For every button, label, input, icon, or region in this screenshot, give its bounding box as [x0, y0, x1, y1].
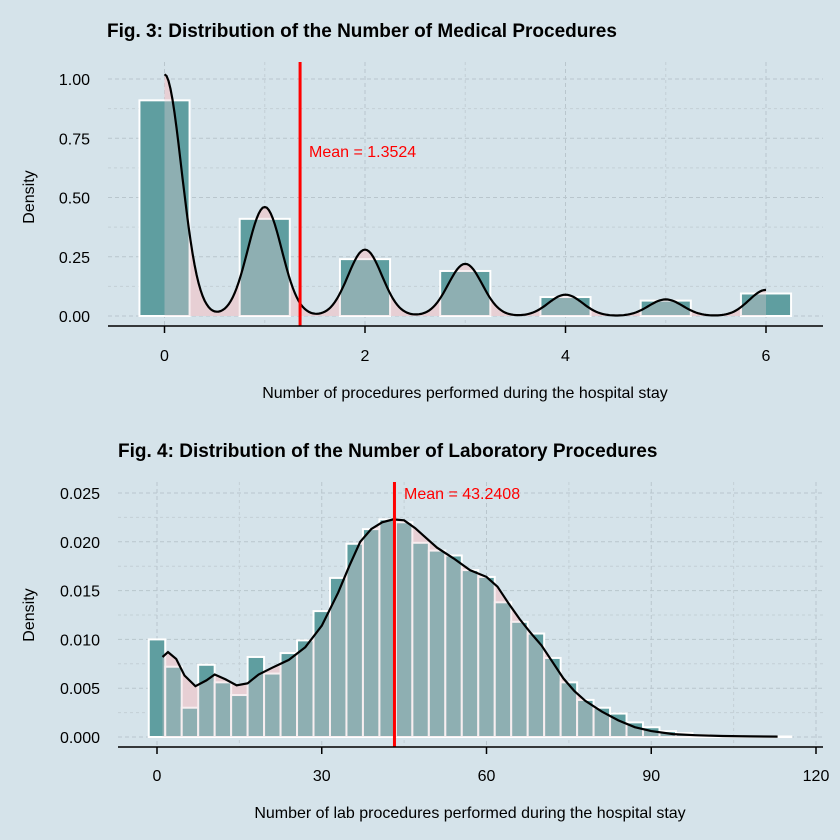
density-curve [163, 73, 767, 317]
histogram-bar [138, 99, 191, 317]
x-tick-label: 60 [478, 768, 496, 785]
mean-label: Mean = 1.3524 [309, 144, 416, 161]
histogram-bar [338, 258, 392, 317]
histogram-bar [238, 217, 291, 317]
histogram-bar [439, 269, 492, 317]
y-tick-label: 0.000 [60, 730, 100, 747]
y-tick-label: 0.50 [59, 191, 90, 208]
x-tick-label: 4 [561, 348, 570, 365]
y-tick-label: 0.020 [60, 535, 100, 552]
y-tick-label: 0.00 [59, 309, 90, 326]
y-tick-label: 0.25 [59, 250, 90, 267]
medical-procedures-chart: Fig. 3: Distribution of the Number of Me… [21, 21, 823, 402]
histogram-bar [739, 292, 793, 317]
y-tick-label: 0.75 [59, 131, 90, 148]
x-tick-label: 2 [361, 348, 370, 365]
axes: 0 30 60 90 120 0.000 0.005 0.010 0.015 0.020 0.025 [60, 486, 829, 785]
x-tick-label: 90 [642, 768, 660, 785]
y-tick-label: 0.010 [60, 632, 100, 649]
axes: 0 2 4 6 0.00 0.25 0.50 0.75 1.00 [59, 72, 823, 365]
density-area [164, 74, 766, 316]
x-tick-label: 0 [160, 348, 169, 365]
mean-label: Mean = 43.2408 [404, 486, 520, 503]
histogram-bar [164, 665, 183, 739]
histogram-bars [147, 518, 793, 739]
histogram-bar [539, 296, 592, 318]
chart-title: Fig. 4: Distribution of the Number of La… [118, 441, 657, 462]
lab-procedures-chart: Fig. 4: Distribution of the Number of La… [21, 441, 829, 822]
density-curve [161, 518, 778, 738]
histogram-bars [138, 74, 793, 318]
y-tick-label: 1.00 [59, 72, 90, 89]
density-line [161, 518, 778, 738]
x-tick-label: 0 [153, 768, 162, 785]
x-axis-label: Number of lab procedures performed durin… [254, 805, 685, 822]
chart-title: Fig. 3: Distribution of the Number of Me… [107, 21, 617, 42]
y-tick-label: 0.015 [60, 584, 100, 601]
x-tick-label: 30 [313, 768, 331, 785]
y-tick-label: 0.025 [60, 486, 100, 503]
y-axis-label: Density [21, 170, 38, 223]
x-tick-label: 6 [762, 348, 771, 365]
x-axis-label: Number of procedures performed during th… [262, 385, 668, 402]
y-tick-label: 0.005 [60, 681, 100, 698]
y-axis-label: Density [21, 588, 38, 641]
density-area-overlay [162, 519, 778, 737]
x-tick-label: 120 [803, 768, 830, 785]
density-area-overlay [164, 74, 766, 316]
density-line [163, 73, 767, 317]
